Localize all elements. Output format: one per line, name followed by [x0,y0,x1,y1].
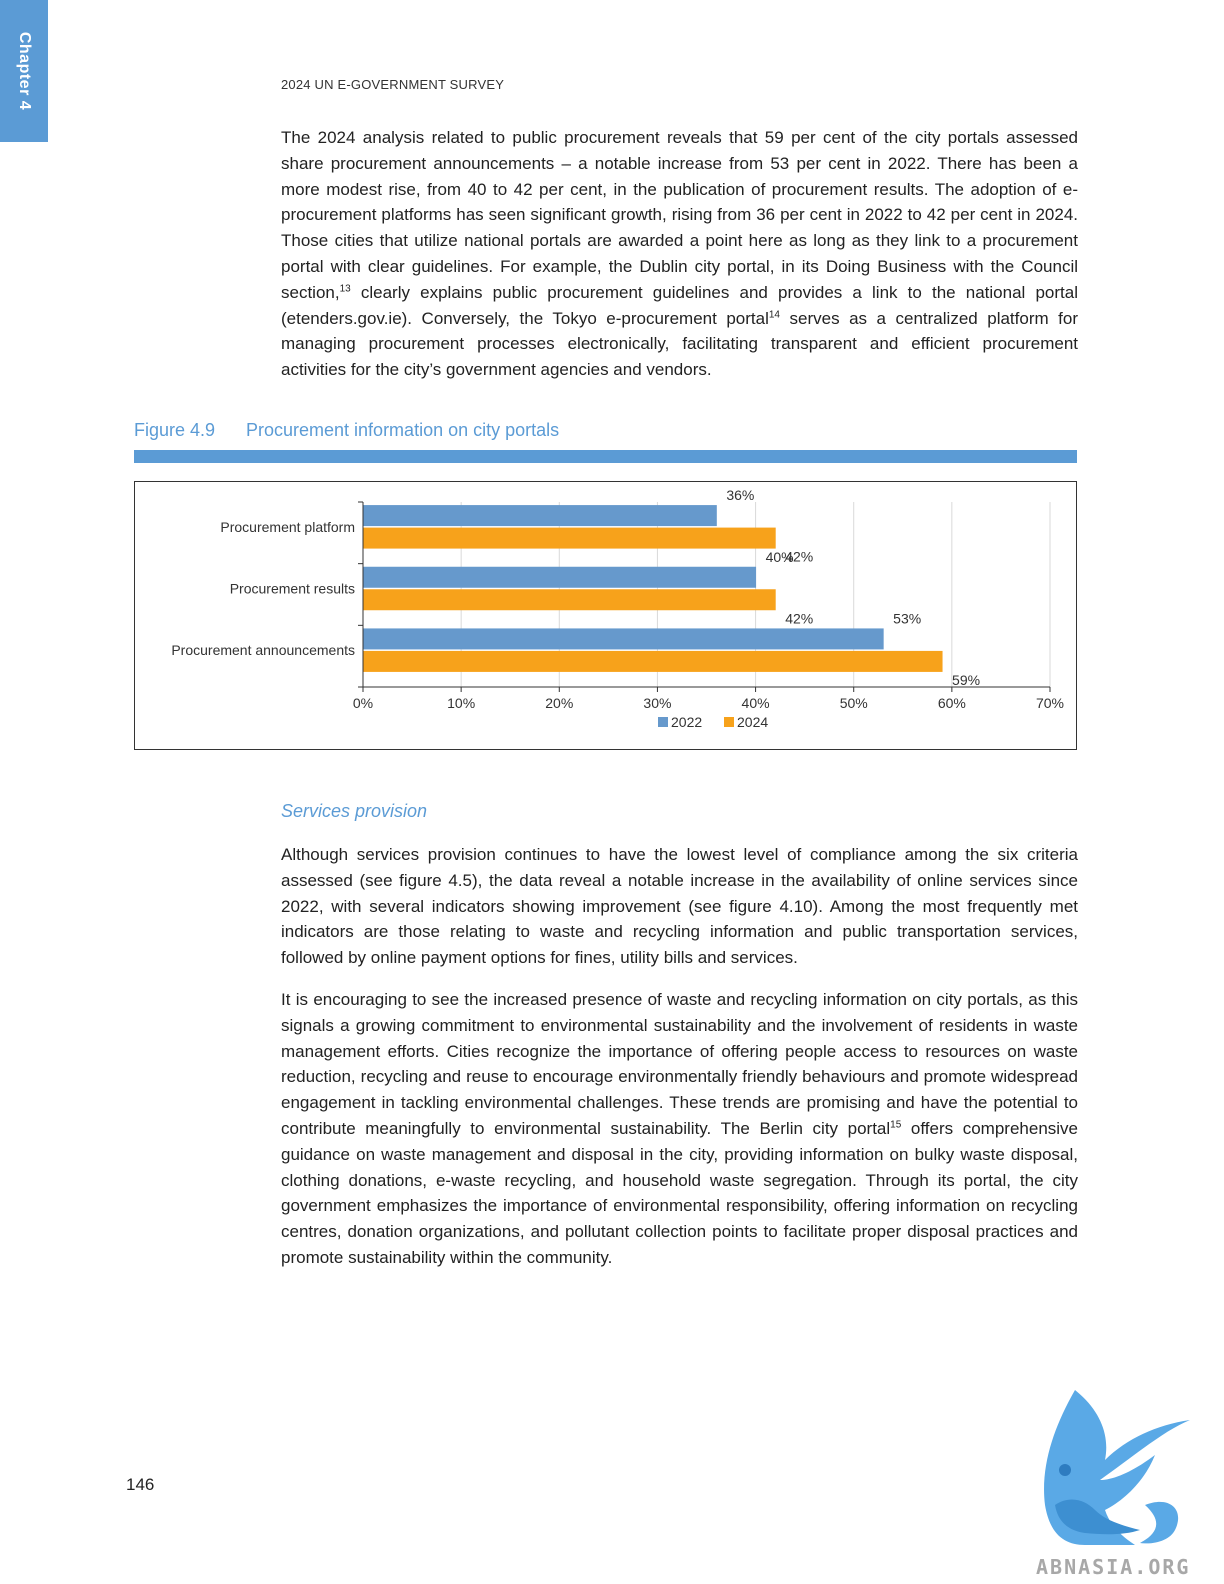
chapter-tab-label: Chapter 4 [16,31,34,111]
x-tick-label: 0% [353,695,373,711]
chart-svg: 0% 10% 20% 30% 40% 50% 60% 70% Procurement platf… [171,487,1064,730]
bar-2024 [363,589,776,611]
data-label: 42% [785,549,813,565]
footnote-ref-13[interactable]: 13 [339,283,351,295]
bar-2022 [363,505,717,527]
griffin-logo-icon [1044,1390,1190,1545]
x-tick-label: 50% [840,695,868,711]
x-tick-label: 40% [742,695,770,711]
bar-2024 [363,527,776,549]
legend-swatch-2022 [658,717,668,727]
procurement-chart: 0% 10% 20% 30% 40% 50% 60% 70% Procurement platf… [134,481,1077,750]
x-tick-label: 70% [1036,695,1064,711]
x-tick-label: 20% [545,695,573,711]
watermark-text: ABNASIA.ORG [1036,1555,1191,1579]
p1-text-1: The 2024 analysis related to public proc… [281,128,1078,302]
bar-2024 [363,650,943,672]
legend-swatch-2024 [724,717,734,727]
x-tick-label: 10% [447,695,475,711]
figure-number: Figure 4.9 [134,420,216,440]
waste-paragraph: It is encouraging to see the increased p… [281,987,1078,1271]
category-label: Procurement announcements [171,642,355,658]
data-label: 59% [952,672,980,688]
p3-text-2: offers comprehensive guidance on waste m… [281,1118,1078,1267]
figure-caption: Figure 4.9 Procurement information on cit… [134,420,559,441]
services-paragraph: Although services provision continues to… [281,845,1078,968]
category-label: Procurement platform [220,519,355,535]
running-head: 2024 UN E-GOVERNMENT SURVEY [281,77,505,92]
data-label: 53% [893,610,921,626]
legend-label: 2022 [671,714,702,730]
procurement-paragraph: The 2024 analysis related to public proc… [281,125,1078,383]
figure-title: Procurement information on city portals [246,420,560,440]
footnote-ref-15[interactable]: 15 [890,1119,902,1131]
p3-text-1: It is encouraging to see the increased p… [281,990,1078,1138]
data-label: 42% [785,610,813,626]
data-label: 40% [766,549,794,565]
p1-text-2: clearly explains public procurement guid… [281,282,1078,328]
data-label: 36% [726,487,754,503]
p1-text-3: serves as a centralized platform for man… [281,308,1078,380]
bar-2022 [363,566,757,588]
chapter-side-tab: Chapter 4 [0,0,48,142]
category-label: Procurement results [230,581,355,597]
figure-rule [134,450,1077,463]
x-tick-label: 30% [643,695,671,711]
x-tick-label: 60% [938,695,966,711]
bar-2022 [363,628,884,650]
section-subheading: Services provision [281,801,428,821]
footnote-ref-14[interactable]: 14 [768,308,780,320]
legend-label: 2024 [737,714,768,730]
page-number: 146 [126,1475,155,1494]
